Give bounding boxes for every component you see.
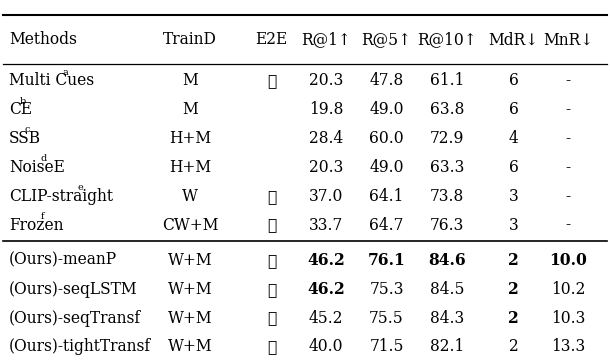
- Text: -: -: [565, 217, 570, 234]
- Text: 84.3: 84.3: [430, 310, 464, 327]
- Text: W: W: [182, 188, 198, 205]
- Text: 20.3: 20.3: [309, 159, 343, 176]
- Text: 2: 2: [508, 252, 519, 269]
- Text: TrainD: TrainD: [163, 31, 217, 48]
- Text: c: c: [25, 126, 30, 135]
- Text: 75.5: 75.5: [369, 310, 404, 327]
- Text: 72.9: 72.9: [430, 130, 464, 147]
- Text: Methods: Methods: [9, 31, 77, 48]
- Text: ✓: ✓: [267, 72, 276, 89]
- Text: 76.3: 76.3: [430, 217, 464, 234]
- Text: e: e: [78, 183, 84, 192]
- Text: 6: 6: [509, 159, 518, 176]
- Text: W+M: W+M: [168, 252, 212, 269]
- Text: 49.0: 49.0: [369, 159, 404, 176]
- Text: 84.5: 84.5: [430, 281, 464, 298]
- Text: 45.2: 45.2: [309, 310, 343, 327]
- Text: -: -: [565, 188, 570, 205]
- Text: 75.3: 75.3: [369, 281, 404, 298]
- Text: 10.3: 10.3: [551, 310, 585, 327]
- Text: 13.3: 13.3: [551, 338, 585, 355]
- Text: M: M: [182, 101, 198, 118]
- Text: 3: 3: [509, 188, 518, 205]
- Text: -: -: [565, 72, 570, 89]
- Text: (Ours)-seqLSTM: (Ours)-seqLSTM: [9, 281, 137, 298]
- Text: 20.3: 20.3: [309, 72, 343, 89]
- Text: MdR↓: MdR↓: [489, 31, 539, 48]
- Text: 2: 2: [508, 281, 519, 298]
- Text: CLIP-straight: CLIP-straight: [9, 188, 113, 205]
- Text: ✓: ✓: [267, 217, 276, 234]
- Text: W+M: W+M: [168, 281, 212, 298]
- Text: Multi Cues: Multi Cues: [9, 72, 94, 89]
- Text: ✓: ✓: [267, 188, 276, 205]
- Text: 10.0: 10.0: [549, 252, 587, 269]
- Text: b: b: [20, 96, 26, 105]
- Text: 10.2: 10.2: [551, 281, 585, 298]
- Text: R@10↑: R@10↑: [417, 31, 477, 48]
- Text: 76.1: 76.1: [368, 252, 406, 269]
- Text: a: a: [62, 68, 68, 77]
- Text: 4: 4: [509, 130, 518, 147]
- Text: 49.0: 49.0: [369, 101, 404, 118]
- Text: 2: 2: [509, 338, 518, 355]
- Text: -: -: [565, 101, 570, 118]
- Text: 33.7: 33.7: [309, 217, 343, 234]
- Text: 73.8: 73.8: [430, 188, 464, 205]
- Text: 37.0: 37.0: [309, 188, 343, 205]
- Text: 6: 6: [509, 101, 518, 118]
- Text: (Ours)-seqTransf: (Ours)-seqTransf: [9, 310, 141, 327]
- Text: ✓: ✓: [267, 252, 276, 269]
- Text: 71.5: 71.5: [369, 338, 404, 355]
- Text: H+M: H+M: [169, 159, 211, 176]
- Text: 46.2: 46.2: [307, 252, 345, 269]
- Text: H+M: H+M: [169, 130, 211, 147]
- Text: 64.7: 64.7: [370, 217, 404, 234]
- Text: M: M: [182, 72, 198, 89]
- Text: 63.3: 63.3: [430, 159, 464, 176]
- Text: Frozen: Frozen: [9, 217, 63, 234]
- Text: NoiseE: NoiseE: [9, 159, 65, 176]
- Text: MnR↓: MnR↓: [543, 31, 593, 48]
- Text: 2: 2: [508, 310, 519, 327]
- Text: 82.1: 82.1: [430, 338, 464, 355]
- Text: d: d: [41, 154, 47, 163]
- Text: CW+M: CW+M: [162, 217, 218, 234]
- Text: 63.8: 63.8: [430, 101, 464, 118]
- Text: -: -: [565, 130, 570, 147]
- Text: 19.8: 19.8: [309, 101, 343, 118]
- Text: W+M: W+M: [168, 310, 212, 327]
- Text: f: f: [41, 212, 45, 221]
- Text: 3: 3: [509, 217, 518, 234]
- Text: 61.1: 61.1: [430, 72, 464, 89]
- Text: ✓: ✓: [267, 338, 276, 355]
- Text: ✓: ✓: [267, 310, 276, 327]
- Text: W+M: W+M: [168, 338, 212, 355]
- Text: SSB: SSB: [9, 130, 41, 147]
- Text: R@5↑: R@5↑: [362, 31, 412, 48]
- Text: (Ours)-meanP: (Ours)-meanP: [9, 252, 117, 269]
- Text: 40.0: 40.0: [309, 338, 343, 355]
- Text: 46.2: 46.2: [307, 281, 345, 298]
- Text: ✓: ✓: [267, 281, 276, 298]
- Text: R@1↑: R@1↑: [301, 31, 351, 48]
- Text: 28.4: 28.4: [309, 130, 343, 147]
- Text: CE: CE: [9, 101, 32, 118]
- Text: 6: 6: [509, 72, 518, 89]
- Text: 60.0: 60.0: [369, 130, 404, 147]
- Text: (Ours)-tightTransf: (Ours)-tightTransf: [9, 338, 151, 355]
- Text: 64.1: 64.1: [370, 188, 404, 205]
- Text: E2E: E2E: [256, 31, 288, 48]
- Text: -: -: [565, 159, 570, 176]
- Text: 47.8: 47.8: [370, 72, 404, 89]
- Text: 84.6: 84.6: [428, 252, 466, 269]
